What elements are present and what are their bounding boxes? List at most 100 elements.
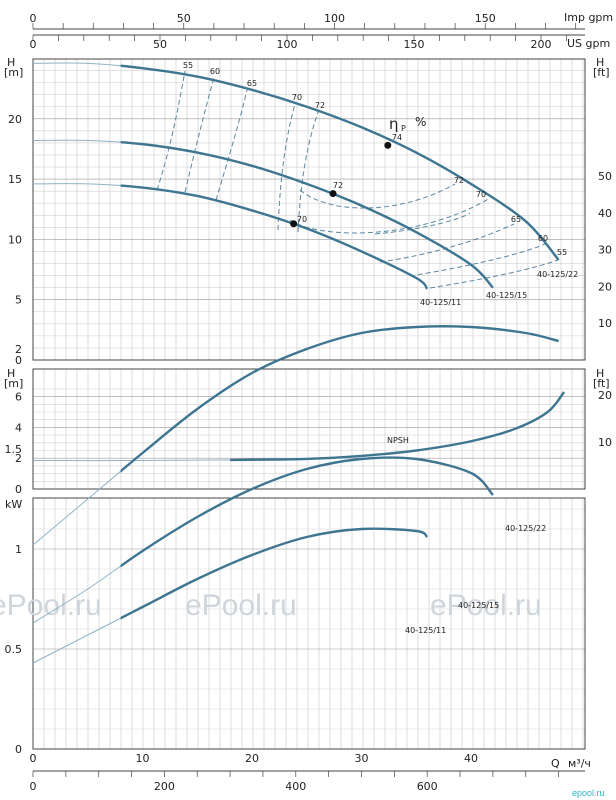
npsh-right-unit-bracket: [ft] (593, 377, 610, 390)
us-gpm-tick-label: 50 (153, 38, 167, 51)
head-left-unit: H (7, 56, 15, 69)
us-gpm-tick-label: 150 (404, 38, 425, 51)
efficiency-contour (289, 197, 491, 234)
efficiency-contour (409, 243, 546, 277)
best-efficiency-point (329, 190, 337, 198)
efficiency-label: 55 (557, 248, 567, 257)
us-gpm-axis-label: US gpm (567, 37, 610, 50)
lmin-tick-label: 0 (30, 780, 37, 793)
watermark-text: ePool.ru (430, 589, 542, 622)
power-unit: kW (5, 498, 22, 511)
lmin-tick-label: 600 (417, 780, 438, 793)
efficiency-contour (379, 223, 515, 263)
npsh-left-unit-bracket: [m] (4, 377, 23, 390)
npsh-ft-tick-label: 20 (598, 389, 612, 402)
head-right-unit-bracket: [ft] (593, 66, 610, 79)
head-series-label: 40-125/11 (420, 298, 461, 307)
m3h-tick-label: 30 (355, 752, 369, 765)
efficiency-label: 72 (454, 176, 464, 185)
efficiency-contours (156, 70, 559, 289)
npsh-right-unit: H (596, 367, 604, 380)
head-ft-tick-label: 10 (598, 317, 612, 330)
us-gpm-tick-label: 200 (531, 38, 552, 51)
efficiency-contour (297, 111, 319, 233)
efficiency-label: 70 (476, 190, 486, 199)
head-m-tick-label: 20 (8, 113, 22, 126)
npsh-m-tick-label: 6 (15, 391, 22, 404)
efficiency-contour (215, 89, 248, 201)
npsh-series-label: NPSH (387, 436, 409, 445)
imp-gpm-tick-label: 150 (475, 12, 496, 25)
watermark-layer: ePool.ru ePool.ru ePool.ru (0, 589, 542, 622)
panel-frame (32, 497, 586, 750)
efficiency-label: 55 (183, 61, 193, 70)
power-kw-tick-label: 0.5 (5, 643, 23, 656)
efficiency-contour (184, 76, 215, 193)
efficiency-percent: % (415, 115, 426, 129)
power-series-label: 40-125/22 (505, 524, 546, 533)
m3h-tick-label: 0 (30, 752, 37, 765)
head-m-tick-label: 10 (8, 233, 22, 246)
curve-40-125-15 (120, 456, 494, 568)
curve-40-125-11 (120, 527, 428, 620)
brand-text: epool.ru (572, 788, 605, 798)
curve-40-125-15 (120, 140, 494, 289)
power-kw-tick-label: 0 (15, 743, 22, 756)
m3h-tick-label: 10 (136, 752, 150, 765)
curve-40-125-22 (120, 64, 560, 261)
efficiency-label: 70 (297, 215, 307, 224)
power-kw-tick-label: 2 (15, 343, 22, 356)
panel-frame (32, 368, 586, 490)
curve-40-125-11 (120, 184, 429, 290)
efficiency-contour (277, 103, 296, 231)
head-ft-tick-label: 40 (598, 207, 612, 220)
head-series-label: 40-125/22 (537, 270, 578, 279)
efficiency-contour (374, 212, 471, 235)
efficiency-label: 65 (511, 215, 521, 224)
head-left-unit-bracket: [m] (4, 66, 23, 79)
efficiency-label: 65 (247, 79, 257, 88)
efficiency-label: 70 (292, 93, 302, 102)
m3h-tick-label: 20 (245, 752, 259, 765)
npsh-m-tick-label: 2 (15, 452, 22, 465)
efficiency-label: 72 (315, 101, 325, 110)
power-kw-tick-label: 1.5 (5, 443, 23, 456)
power-series-label: 40-125/11 (405, 626, 446, 635)
efficiency-contour (156, 70, 186, 191)
npsh-m-tick-label: 0 (15, 483, 22, 496)
curve-npsh (230, 391, 566, 462)
power-series-label: 40-125/15 (458, 601, 499, 610)
npsh-left-unit: H (7, 367, 15, 380)
head-m-tick-label: 15 (8, 173, 22, 186)
curve-40-125-22 (120, 325, 559, 473)
best-efficiency-point (290, 220, 298, 228)
m3h-tick-label: 40 (464, 752, 478, 765)
us-gpm-tick-label: 100 (277, 38, 298, 51)
grid-layer (33, 59, 585, 749)
best-efficiency-point (384, 141, 392, 149)
efficiency-label: 60 (538, 234, 548, 243)
npsh-ft-tick-label: 10 (598, 436, 612, 449)
head-series-label: 40-125/15 (486, 291, 527, 300)
imp-gpm-tick-label: 50 (177, 12, 191, 25)
imp-gpm-tick-label: 100 (324, 12, 345, 25)
us-gpm-tick-label: 0 (30, 38, 37, 51)
head-right-unit: H (596, 56, 604, 69)
panel-frames (32, 23, 586, 777)
head-ft-tick-label: 30 (598, 244, 612, 257)
npsh-m-tick-label: 4 (15, 421, 22, 434)
head-ft-tick-label: 50 (598, 170, 612, 183)
lmin-tick-label: 400 (285, 780, 306, 793)
curve-40-125-11-thin (32, 183, 428, 290)
m3h-unit-label: м³/ч (568, 757, 591, 770)
imp-gpm-axis-label: Imp gpm (564, 11, 613, 24)
efficiency-label: 60 (210, 67, 220, 76)
efficiency-label: 74 (392, 133, 402, 142)
head-ft-tick-label: 20 (598, 280, 612, 293)
power-kw-tick-label: 1 (15, 543, 22, 556)
lmin-tick-label: 200 (154, 780, 175, 793)
head-m-tick-label: 5 (15, 294, 22, 307)
efficiency-contour (429, 259, 559, 289)
